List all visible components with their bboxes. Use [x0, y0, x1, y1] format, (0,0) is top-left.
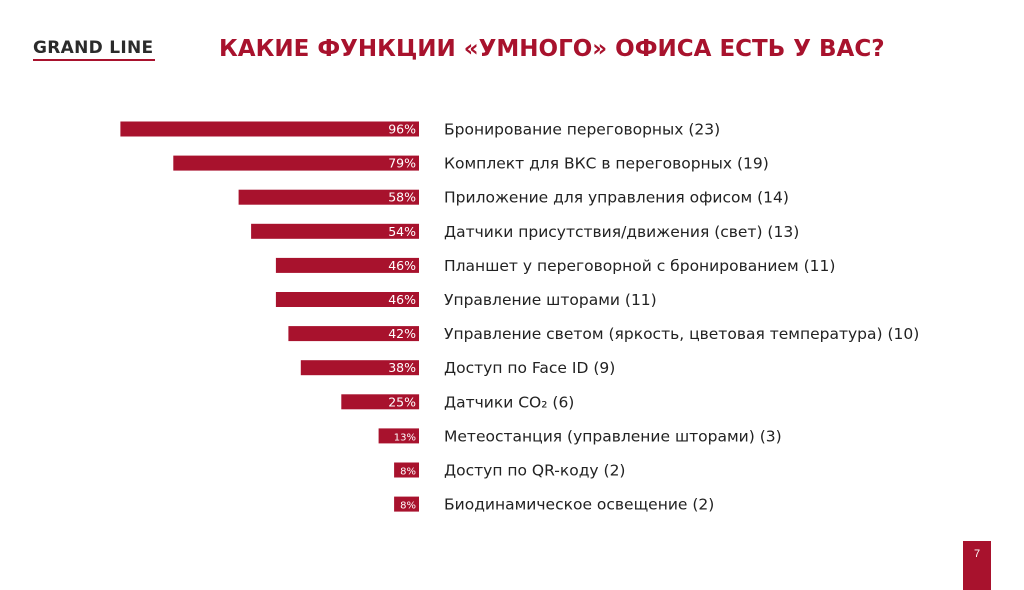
bar-value-label: 54% — [388, 224, 416, 239]
bar-value-label: 38% — [388, 360, 416, 375]
logo-text: GRAND LINE — [33, 38, 154, 58]
logo-underline — [33, 59, 155, 61]
bar — [288, 326, 419, 342]
category-label: Метеостанция (управление шторами) (3) — [444, 427, 782, 445]
bar-value-label: 8% — [400, 501, 416, 512]
page-title: КАКИЕ ФУНКЦИИ «УМНОГО» ОФИСА ЕСТЬ У ВАС? — [219, 36, 885, 62]
category-label: Датчики присутствия/движения (свет) (13) — [444, 223, 799, 241]
bar-value-label: 13% — [394, 432, 416, 443]
category-label: Биодинамическое освещение (2) — [444, 496, 714, 514]
bar — [251, 223, 419, 239]
bar-value-label: 46% — [388, 292, 416, 307]
category-label: Датчики CO₂ (6) — [444, 393, 574, 411]
bar — [378, 428, 419, 444]
category-label: Планшет у переговорной с бронированием (… — [444, 257, 835, 275]
bar-value-label: 79% — [388, 156, 416, 171]
bar — [300, 360, 419, 376]
category-label: Управление шторами (11) — [444, 291, 657, 309]
page-number: 7 — [963, 541, 991, 590]
bar-value-label: 42% — [388, 326, 416, 341]
bar — [394, 462, 419, 478]
bar-value-label: 25% — [388, 394, 416, 409]
category-label: Комплект для ВКС в переговорных (19) — [444, 155, 769, 173]
category-label: Доступ по QR-коду (2) — [444, 462, 625, 480]
category-label: Управление светом (яркость, цветовая тем… — [444, 325, 919, 343]
bar-value-label: 96% — [388, 122, 416, 137]
bar — [275, 292, 419, 307]
bar-value-label: 58% — [388, 190, 416, 205]
bar-value-label: 8% — [400, 467, 416, 478]
category-label: Приложение для управления офисом (14) — [444, 189, 789, 207]
category-label: Бронирование переговорных (23) — [444, 121, 720, 139]
bar — [238, 189, 419, 205]
bar — [275, 257, 419, 273]
bar — [173, 155, 419, 171]
bar — [120, 121, 420, 137]
bar-value-label: 46% — [388, 258, 416, 273]
bar — [341, 394, 420, 410]
grand-line-logo: GRAND LINE — [33, 38, 157, 62]
bar — [394, 496, 419, 512]
category-label: Доступ по Face ID (9) — [444, 359, 615, 377]
